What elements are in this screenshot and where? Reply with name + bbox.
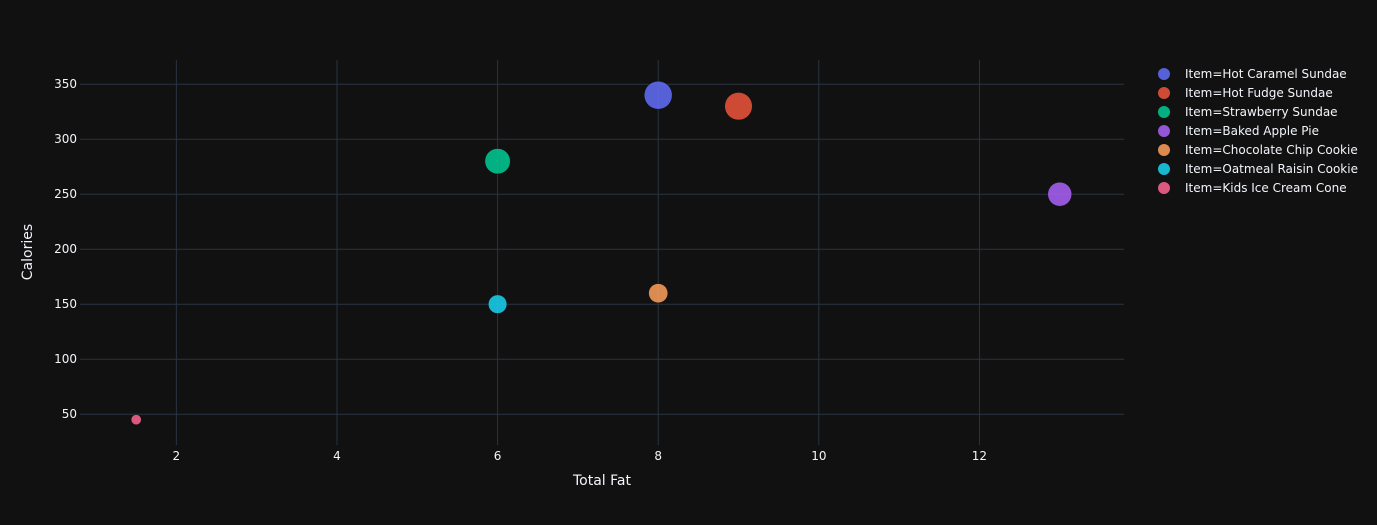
legend-label: Item=Oatmeal Raisin Cookie (1185, 162, 1358, 176)
scatter-point[interactable] (484, 148, 511, 175)
x-tick-label: 8 (654, 449, 662, 463)
scatter-point[interactable] (130, 414, 142, 426)
legend-label: Item=Chocolate Chip Cookie (1185, 143, 1358, 157)
legend-marker (1158, 68, 1170, 80)
y-tick-label: 150 (54, 297, 77, 311)
legend-marker (1158, 182, 1170, 194)
legend-item[interactable]: Item=Hot Fudge Sundae (1158, 86, 1333, 100)
legend-item[interactable]: Item=Baked Apple Pie (1158, 124, 1319, 138)
legend-marker (1158, 163, 1170, 175)
y-tick-label: 350 (54, 77, 77, 91)
x-tick-label: 12 (972, 449, 987, 463)
x-tick-label: 4 (333, 449, 341, 463)
legend-item[interactable]: Item=Strawberry Sundae (1158, 105, 1338, 119)
scatter-point[interactable] (488, 294, 508, 314)
legend-label: Item=Hot Fudge Sundae (1185, 86, 1333, 100)
y-axis-title: Calories (20, 224, 36, 280)
legend-item[interactable]: Item=Kids Ice Cream Cone (1158, 181, 1347, 195)
scatter-point[interactable] (724, 92, 753, 121)
scatter-point[interactable] (1047, 181, 1073, 207)
scatter-point[interactable] (643, 80, 673, 110)
x-tick-label: 10 (811, 449, 826, 463)
x-axis-title: Total Fat (572, 473, 631, 489)
y-tick-label: 50 (62, 407, 77, 421)
y-tick-label: 300 (54, 132, 77, 146)
legend-item[interactable]: Item=Hot Caramel Sundae (1158, 67, 1347, 81)
legend-label: Item=Baked Apple Pie (1185, 124, 1319, 138)
legend[interactable]: Item=Hot Caramel Sundae Item=Hot Fudge Su… (1158, 67, 1358, 195)
legend-item[interactable]: Item=Chocolate Chip Cookie (1158, 143, 1358, 157)
legend-marker (1158, 106, 1170, 118)
y-tick-label: 200 (54, 242, 77, 256)
legend-marker (1158, 87, 1170, 99)
legend-label: Item=Hot Caramel Sundae (1185, 67, 1347, 81)
grid-lines (80, 60, 1124, 445)
y-tick-label: 100 (54, 352, 77, 366)
legend-label: Item=Strawberry Sundae (1185, 105, 1338, 119)
legend-marker (1158, 125, 1170, 137)
data-points (130, 80, 1073, 426)
legend-item[interactable]: Item=Oatmeal Raisin Cookie (1158, 162, 1358, 176)
x-tick-label: 2 (173, 449, 181, 463)
scatter-point[interactable] (648, 283, 669, 304)
legend-label: Item=Kids Ice Cream Cone (1185, 181, 1347, 195)
tick-labels: 2 4 6 8 10 12 50 100 150 200 250 300 350 (54, 77, 987, 463)
legend-marker (1158, 144, 1170, 156)
x-tick-label: 6 (494, 449, 502, 463)
y-tick-label: 250 (54, 187, 77, 201)
